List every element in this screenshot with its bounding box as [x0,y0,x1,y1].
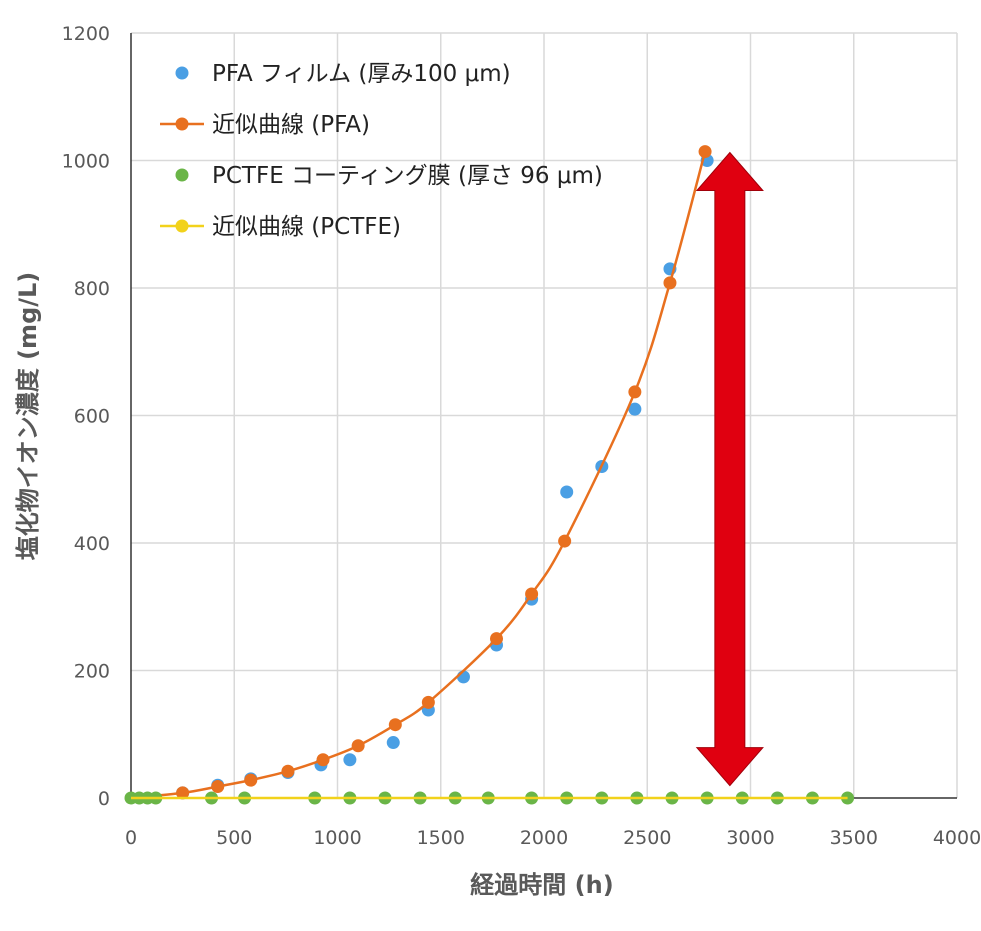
legend-label: 近似曲線 (PCTFE) [212,214,401,240]
legend-marker-swatch [175,117,189,131]
y-tick-label: 800 [74,278,110,300]
series-layer [124,145,855,805]
data-point [525,587,539,601]
data-point [351,739,365,753]
legend-item: PCTFE コーティング膜 (厚さ 96 μm) [175,163,603,189]
legend-label: PCTFE コーティング膜 (厚さ 96 μm) [212,163,603,189]
y-tick-label: 1000 [62,151,110,173]
series-1 [130,145,712,800]
legend-marker-swatch [175,168,189,182]
data-point [343,753,357,767]
series-2 [124,791,855,805]
data-point [628,385,642,399]
y-tick-label: 0 [98,788,110,810]
data-point [386,736,400,750]
data-point [316,753,330,767]
x-tick-label: 1000 [313,827,361,849]
x-tick-label: 0 [125,827,137,849]
data-point [281,764,295,778]
x-tick-label: 4000 [933,827,981,849]
x-tick-label: 3000 [726,827,774,849]
data-point [176,786,190,800]
data-point [211,780,225,794]
legend-marker-swatch [175,219,189,233]
y-axis-title: 塩化物イオン濃度 (mg/L) [14,272,42,561]
double-arrow-annotation [695,151,764,787]
y-tick-label: 200 [74,661,110,683]
x-tick-label: 3500 [830,827,878,849]
y-tick-labels: 0 200 400 600 800 1000 1200 [62,23,110,810]
legend-marker-swatch [175,66,189,80]
legend-item: PFA フィルム (厚み100 μm) [175,61,511,87]
legend: PFA フィルム (厚み100 μm) 近似曲線 (PFA) PCTFE コーティン… [160,61,603,240]
x-axis-title: 経過時間 (h) [470,871,613,899]
data-point [560,485,574,499]
legend-label: PFA フィルム (厚み100 μm) [212,61,511,87]
data-point [388,718,402,732]
data-point [421,695,435,709]
data-point [628,402,642,416]
x-tick-label: 1500 [417,827,465,849]
data-point [244,773,258,787]
data-point [698,145,712,159]
legend-item: 近似曲線 (PFA) [160,112,370,138]
gridlines [131,32,958,798]
legend-item: 近似曲線 (PCTFE) [160,214,401,240]
x-tick-label: 2500 [623,827,671,849]
x-tick-labels: 0 500 1000 1500 2000 2500 3000 3500 4000 [125,827,981,849]
y-tick-label: 1200 [62,23,110,45]
data-point [663,276,677,290]
x-tick-label: 2000 [520,827,568,849]
annotation-layer [695,151,764,787]
x-tick-label: 500 [216,827,252,849]
y-tick-label: 400 [74,533,110,555]
data-point [490,632,504,646]
data-point [558,534,572,548]
legend-label: 近似曲線 (PFA) [212,112,370,138]
y-tick-label: 600 [74,406,110,428]
